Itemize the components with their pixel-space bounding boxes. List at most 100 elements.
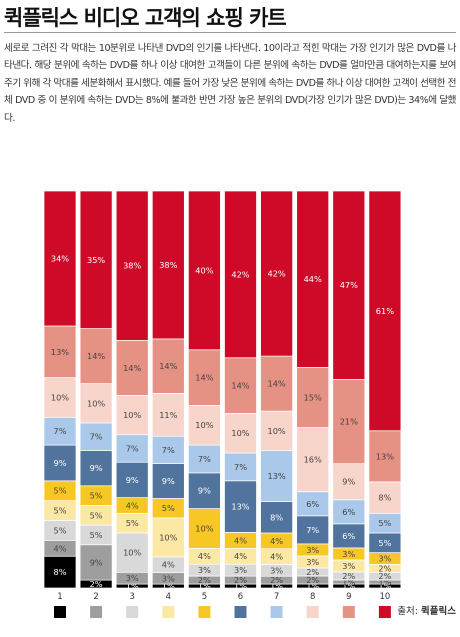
data-label: 1% <box>378 577 391 587</box>
data-label: 14% <box>87 351 105 361</box>
bar-segment-10-8 <box>368 481 402 514</box>
bar-segment-7-9 <box>260 355 293 412</box>
data-label: 3% <box>162 573 175 583</box>
bar-segment-9-8 <box>332 463 366 501</box>
bar-segment-2-9 <box>79 328 113 384</box>
data-label: 6% <box>342 507 355 517</box>
bar-segment-1-8 <box>43 377 77 418</box>
data-label: 14% <box>267 379 285 389</box>
data-label: 13% <box>51 347 69 357</box>
bar-segment-4-4 <box>151 517 185 558</box>
data-label: 8% <box>270 512 283 522</box>
data-label: 2% <box>198 575 211 585</box>
bar-segment-1-7 <box>43 416 77 446</box>
bar-segment-6-10 <box>224 190 257 359</box>
data-label: 2% <box>306 567 319 577</box>
bar-segment-3-10 <box>115 190 149 341</box>
legend-swatch-2 <box>90 606 103 618</box>
data-label: 5% <box>90 530 103 540</box>
data-label: 3% <box>378 554 391 564</box>
data-label: 34% <box>51 253 69 263</box>
data-label: 11% <box>159 410 177 420</box>
page-title: 퀵플릭스 비디오 고객의 쇼핑 카트 <box>4 6 287 30</box>
source-name: 퀵플릭스 <box>421 606 456 617</box>
data-label: 35% <box>87 255 105 265</box>
legend-swatch-1 <box>54 606 66 618</box>
category-label: 6 <box>238 592 243 602</box>
legend-swatch-8 <box>306 606 319 618</box>
category-label: 8 <box>310 592 315 602</box>
data-label: 61% <box>376 306 394 316</box>
data-label: 21% <box>340 417 358 427</box>
data-label: 2% <box>234 575 247 585</box>
data-label: 7% <box>126 443 139 453</box>
legend-swatch-5 <box>198 606 211 618</box>
bar-segment-10-9 <box>368 430 402 483</box>
data-label: 7% <box>234 462 247 472</box>
data-label: 1% <box>162 581 175 591</box>
data-label: 3% <box>342 549 355 559</box>
data-label: 2% <box>270 575 283 585</box>
data-label: 3% <box>306 557 319 567</box>
data-label: 10% <box>195 523 213 533</box>
data-label: 13% <box>231 502 249 512</box>
bar-segment-8-10 <box>296 190 330 368</box>
data-label: 5% <box>54 525 67 535</box>
data-label: 4% <box>234 551 247 561</box>
data-label: 8% <box>54 567 67 577</box>
chart-description: 세로로 그려진 각 막대는 10분위로 나타낸 DVD의 인기를 나타낸다. 1… <box>4 43 457 124</box>
bar-segment-5-6 <box>188 472 221 509</box>
data-label: 14% <box>231 381 249 391</box>
category-label: 10 <box>379 592 390 602</box>
data-label: 3% <box>306 545 319 555</box>
data-label: 10% <box>159 532 177 542</box>
data-label: 40% <box>195 265 213 275</box>
data-label: 4% <box>162 560 175 570</box>
data-label: 1% <box>234 581 247 591</box>
legend-swatch-7 <box>270 606 283 618</box>
data-label: 4% <box>54 543 67 553</box>
data-label: 9% <box>342 477 355 487</box>
legend-swatch-9 <box>342 606 355 618</box>
bar-segment-5-7 <box>188 444 221 474</box>
category-label: 7 <box>274 592 279 602</box>
data-label: 6% <box>342 531 355 541</box>
data-label: 4% <box>270 536 283 546</box>
data-label: 5% <box>378 518 391 528</box>
bar-segment-2-7 <box>79 422 113 451</box>
data-label: 44% <box>304 274 322 284</box>
bar-segment-7-10 <box>260 190 293 357</box>
data-label: 9% <box>162 476 175 486</box>
data-label: 3% <box>198 565 211 575</box>
data-label: 8% <box>378 493 391 503</box>
data-label: 2% <box>306 575 319 585</box>
data-label: 3% <box>342 561 355 571</box>
data-label: 2% <box>342 571 355 581</box>
bar-segment-2-6 <box>79 450 113 487</box>
data-label: 1% <box>126 581 139 591</box>
data-label: 16% <box>304 455 322 465</box>
data-label: 15% <box>304 393 322 403</box>
data-label: 10% <box>51 392 69 402</box>
data-label: 5% <box>90 510 103 520</box>
data-label: 4% <box>234 535 247 545</box>
data-label: 10% <box>123 410 141 420</box>
bar-segment-9-10 <box>332 190 366 380</box>
bar-segment-1-6 <box>43 444 77 482</box>
data-label: 1% <box>342 581 355 591</box>
data-label: 4% <box>270 552 283 562</box>
data-label: 13% <box>267 471 285 481</box>
bar-segment-3-9 <box>115 340 149 396</box>
data-label: 5% <box>54 486 67 496</box>
category-label: 3 <box>129 592 134 602</box>
data-label: 3% <box>126 573 139 583</box>
data-label: 7% <box>54 426 67 436</box>
bar-segment-6-8 <box>224 412 257 454</box>
data-label: 4% <box>126 500 139 510</box>
data-label: 47% <box>340 280 358 290</box>
bar-segment-6-6 <box>224 480 257 533</box>
data-label: 14% <box>159 361 177 371</box>
data-label: 1% <box>198 581 211 591</box>
bar-segment-1-1 <box>43 555 77 589</box>
data-label: 5% <box>162 503 175 513</box>
